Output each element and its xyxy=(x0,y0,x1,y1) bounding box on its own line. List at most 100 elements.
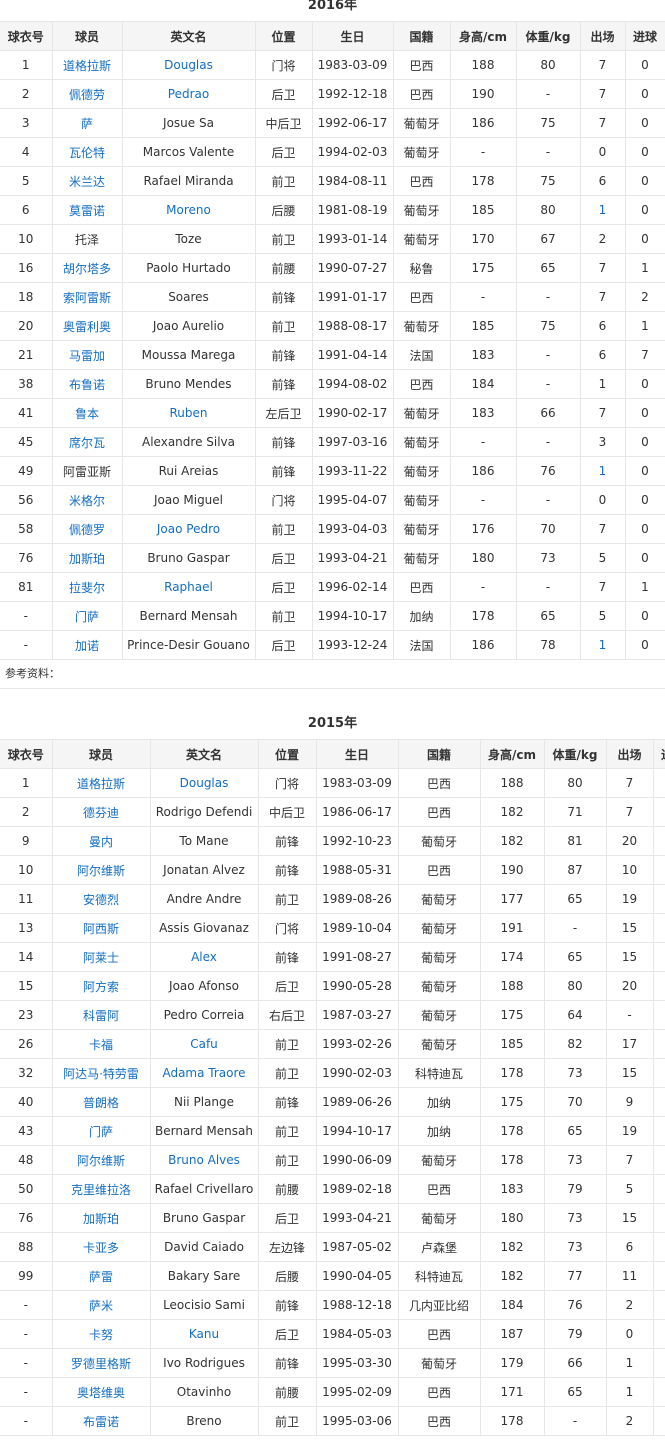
link-player-name[interactable]: 奥塔维奥 xyxy=(76,1385,125,1400)
table-row: 6 莫雷诺 Moreno 后腰 1981-08-19 葡萄牙 185 80 1 0 xyxy=(0,195,665,225)
link-player-name[interactable]: 席尔瓦 xyxy=(68,435,105,450)
cell-weight: 76 xyxy=(543,1290,607,1320)
cell-goals xyxy=(652,797,665,827)
cell-player-name: 安德烈 xyxy=(51,884,151,914)
cell-player-name: 萨米 xyxy=(51,1290,151,1320)
link-player-name[interactable]: 阿尔维斯 xyxy=(76,863,125,878)
cell-english-name: Nii Plange xyxy=(149,1087,259,1117)
cell-position: 中后卫 xyxy=(254,108,313,138)
link-player-name[interactable]: 索阿雷斯 xyxy=(62,290,111,305)
link-player-name[interactable]: 加诺 xyxy=(74,638,99,653)
link-player-name[interactable]: 佩德罗 xyxy=(68,522,105,537)
link-player-name[interactable]: 德芬迪 xyxy=(82,805,119,820)
cell-english-name: Moreno xyxy=(121,195,256,225)
link-player-name[interactable]: 鲁本 xyxy=(74,406,99,421)
link-english-name[interactable]: Bruno Alves xyxy=(168,1153,240,1167)
link-player-name[interactable]: 奥雷利奥 xyxy=(62,319,111,334)
cell-position: 前卫 xyxy=(254,514,313,544)
table-title-2015: 2015年 xyxy=(307,716,358,731)
link-player-name[interactable]: 曼内 xyxy=(88,834,113,849)
link-english-name[interactable]: Pedrao xyxy=(167,87,210,101)
link-player-name[interactable]: 克里维拉洛 xyxy=(70,1182,131,1197)
link-player-name[interactable]: 道格拉斯 xyxy=(76,776,125,791)
link-player-name[interactable]: 罗德里格斯 xyxy=(70,1356,131,1371)
cell-position: 后卫 xyxy=(254,543,313,573)
link-player-name[interactable]: 门萨 xyxy=(88,1124,113,1139)
cell-height: 170 xyxy=(449,224,517,254)
link-player-name[interactable]: 门萨 xyxy=(74,609,99,624)
cell-weight: 80 xyxy=(515,50,581,80)
cell-height: 175 xyxy=(479,1000,545,1030)
link-player-name[interactable]: 道格拉斯 xyxy=(62,58,111,73)
cell-position: 前锋 xyxy=(257,855,317,885)
cell-english-name: Jonatan Alvez xyxy=(149,855,259,885)
link-player-name[interactable]: 布雷诺 xyxy=(82,1414,119,1429)
cell-english-name: Alexandre Silva xyxy=(121,427,256,457)
link-player-name[interactable]: 普朗格 xyxy=(82,1095,119,1110)
cell-weight: 75 xyxy=(515,166,581,196)
link-player-name[interactable]: 科雷阿 xyxy=(82,1008,119,1023)
cell-birthday: 1992-06-17 xyxy=(311,108,394,138)
cell-appearances: 1 xyxy=(579,456,626,486)
link-player-name[interactable]: 加斯珀 xyxy=(82,1211,119,1226)
cell-jersey-number: 26 xyxy=(0,1029,53,1059)
link-player-name[interactable]: 萨 xyxy=(80,116,93,131)
link-player-name[interactable]: 卡努 xyxy=(88,1327,113,1342)
link-player-name[interactable]: 瓦伦特 xyxy=(68,145,105,160)
table-row: 2 德芬迪 Rodrigo Defendi 中后卫 1986-06-17 巴西 182 71 7 xyxy=(0,797,665,827)
link-appearances[interactable]: 1 xyxy=(598,464,607,478)
link-player-name[interactable]: 萨米 xyxy=(88,1298,113,1313)
link-english-name[interactable]: Ruben xyxy=(169,406,208,420)
link-player-name[interactable]: 马雷加 xyxy=(68,348,105,363)
link-player-name[interactable]: 米兰达 xyxy=(68,174,105,189)
link-player-name[interactable]: 阿达马·特劳雷 xyxy=(63,1066,139,1081)
link-player-name[interactable]: 阿莱士 xyxy=(82,950,119,965)
link-player-name[interactable]: 安德烈 xyxy=(82,892,119,907)
link-player-name[interactable]: 布鲁诺 xyxy=(68,377,105,392)
cell-english-name: Douglas xyxy=(149,768,259,798)
link-english-name[interactable]: Joao Pedro xyxy=(156,522,221,536)
cell-english-name: Bruno Gaspar xyxy=(121,543,256,573)
link-english-name[interactable]: Adama Traore xyxy=(162,1066,246,1080)
link-english-name[interactable]: Raphael xyxy=(164,580,213,594)
table-row: 2 佩德劳 Pedrao 后卫 1992-12-18 巴西 190-7 0 xyxy=(0,79,665,109)
cell-position: 左边锋 xyxy=(257,1232,317,1262)
cell-jersey-number: - xyxy=(0,1348,53,1378)
link-english-name[interactable]: Douglas xyxy=(179,776,229,790)
cell-goals xyxy=(652,1377,665,1407)
link-player-name[interactable]: 卡亚多 xyxy=(82,1240,119,1255)
link-appearances[interactable]: 1 xyxy=(598,638,607,652)
link-player-name[interactable]: 拉斐尔 xyxy=(68,580,105,595)
column-header-weight: 体重/kg xyxy=(543,739,607,769)
cell-weight: - xyxy=(515,137,581,167)
cell-goals: 0 xyxy=(624,427,665,457)
link-player-name[interactable]: 阿方索 xyxy=(82,979,119,994)
link-english-name[interactable]: Cafu xyxy=(190,1037,218,1051)
link-english-name[interactable]: Moreno xyxy=(166,203,211,217)
link-player-name[interactable]: 阿西斯 xyxy=(82,921,119,936)
link-player-name[interactable]: 佩德劳 xyxy=(68,87,105,102)
link-english-name[interactable]: Douglas xyxy=(164,58,213,72)
cell-jersey-number: 58 xyxy=(0,514,53,544)
link-player-name[interactable]: 胡尔塔多 xyxy=(62,261,111,276)
link-player-name[interactable]: 米格尔 xyxy=(68,493,105,508)
link-player-name[interactable]: 莫雷诺 xyxy=(68,203,105,218)
link-player-name[interactable]: 加斯珀 xyxy=(68,551,105,566)
cell-player-name: 阿达马·特劳雷 xyxy=(51,1058,151,1088)
link-player-name[interactable]: 卡福 xyxy=(88,1037,113,1052)
link-appearances[interactable]: 1 xyxy=(598,203,607,217)
cell-birthday: 1990-05-28 xyxy=(315,971,399,1001)
link-english-name[interactable]: Alex xyxy=(191,950,217,964)
link-english-name[interactable]: Kanu xyxy=(188,1327,220,1341)
cell-jersey-number: 1 xyxy=(0,50,53,80)
cell-weight: 70 xyxy=(515,514,581,544)
table-row: 16 胡尔塔多 Paolo Hurtado 前腰 1990-07-27 秘鲁 175 65 7 1 xyxy=(0,253,665,283)
cell-height: 184 xyxy=(479,1290,545,1320)
cell-appearances: 20 xyxy=(605,971,654,1001)
cell-position: 中后卫 xyxy=(257,797,317,827)
link-player-name[interactable]: 阿尔维斯 xyxy=(76,1153,125,1168)
cell-goals: 0 xyxy=(624,601,665,631)
cell-nationality: 葡萄牙 xyxy=(397,1000,481,1030)
link-player-name[interactable]: 萨雷 xyxy=(88,1269,113,1284)
